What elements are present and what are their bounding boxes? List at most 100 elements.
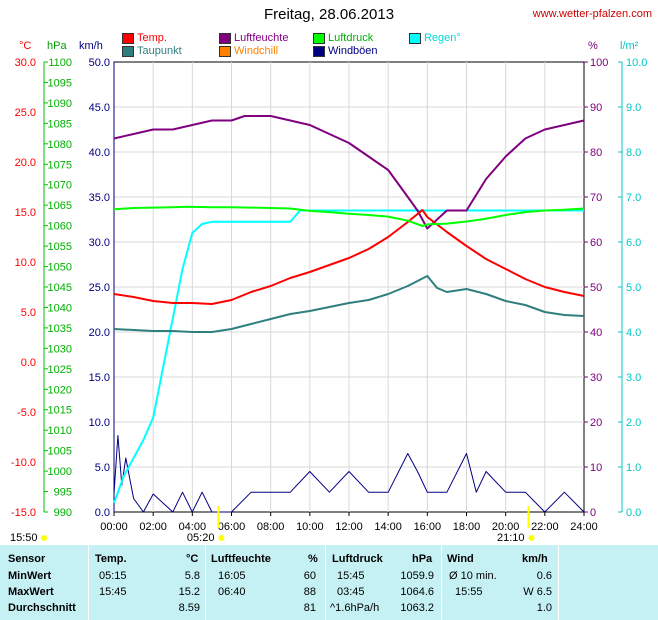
temp-tick-label: 30.0 bbox=[15, 57, 36, 69]
time-tick-label: 08:00 bbox=[257, 521, 285, 533]
col-divider bbox=[205, 545, 206, 620]
rain-tick-label: 1.0 bbox=[626, 462, 641, 474]
cell-humidity-time: 06:40 bbox=[218, 586, 246, 598]
legend-swatch bbox=[313, 32, 325, 44]
legend-temp: Temp. bbox=[122, 32, 167, 44]
legend-swatch bbox=[122, 32, 134, 44]
rain-tick-label: 6.0 bbox=[626, 237, 641, 249]
chart: 30.0 25.0 20.0 15.0 10.0 5.0 0.0 -5.0 -10.0 -15.0… bbox=[10, 57, 647, 544]
rain-tick-label: 0.0 bbox=[626, 507, 641, 519]
th-temp: Temp. bbox=[95, 553, 127, 565]
kmh-tick-label: 25.0 bbox=[89, 282, 110, 294]
rain-tick-label: 7.0 bbox=[626, 192, 641, 204]
temp-tick-label: 0.0 bbox=[21, 357, 36, 369]
time-tick-label: 00:00 bbox=[100, 521, 128, 533]
chart-title: Freitag, 28.06.2013 bbox=[263, 6, 395, 23]
hpa-tick-label: 1050 bbox=[48, 262, 72, 274]
hpa-tick-label: 1000 bbox=[48, 466, 72, 478]
time-tick-label: 14:00 bbox=[374, 521, 402, 533]
legend-label: Windchill bbox=[234, 45, 279, 57]
temp-tick-label: -5.0 bbox=[17, 407, 36, 419]
kmh-tick-label: 0.0 bbox=[95, 507, 110, 519]
temp-tick-label: -10.0 bbox=[11, 457, 36, 469]
pct-tick-label: 40 bbox=[590, 327, 602, 339]
cell-temp-time: 15:45 bbox=[99, 586, 127, 598]
time-tick-label: 22:00 bbox=[531, 521, 559, 533]
kmh-tick-label: 5.0 bbox=[95, 462, 110, 474]
rain-tick-label: 2.0 bbox=[626, 417, 641, 429]
pct-tick-label: 60 bbox=[590, 237, 602, 249]
legend-swatch bbox=[219, 32, 231, 44]
hpa-tick-label: 1045 bbox=[48, 282, 72, 294]
row-label: MaxWert bbox=[8, 586, 54, 598]
cell-humidity-value: 81 bbox=[303, 602, 316, 614]
sun-icon bbox=[218, 535, 225, 541]
legend-rain: Regen° bbox=[409, 32, 461, 44]
legend-dewpoint: Taupunkt bbox=[122, 45, 182, 57]
th-wind-unit: km/h bbox=[522, 553, 548, 565]
site-link[interactable]: www.wetter-pfalzen.com bbox=[532, 8, 652, 20]
cell-humidity-value: 60 bbox=[303, 570, 316, 582]
unit-pct: % bbox=[588, 40, 598, 52]
legend-label: Luftfeuchte bbox=[234, 32, 289, 44]
cell-humidity-value: 88 bbox=[303, 586, 316, 598]
series-line-luftdruck bbox=[113, 205, 585, 227]
pct-tick-label: 100 bbox=[590, 57, 608, 69]
kmh-tick-label: 50.0 bbox=[89, 57, 110, 69]
time-tick-label: 04:00 bbox=[179, 521, 207, 533]
hpa-tick-label: 1065 bbox=[48, 200, 72, 212]
cell-wind-value: 1.0 bbox=[536, 602, 552, 614]
hpa-tick-label: 995 bbox=[54, 487, 72, 499]
cell-pressure-value: 1064.6 bbox=[400, 586, 434, 598]
hpa-tick-label: 1060 bbox=[48, 221, 72, 233]
cell-pressure-time: 15:45 bbox=[337, 570, 365, 582]
col-divider bbox=[88, 545, 89, 620]
rain-tick-label: 5.0 bbox=[626, 282, 641, 294]
hpa-tick-label: 1025 bbox=[48, 364, 72, 376]
pct-tick-label: 20 bbox=[590, 417, 602, 429]
kmh-tick-label: 30.0 bbox=[89, 237, 110, 249]
legend-gusts: Windböen bbox=[313, 45, 378, 57]
hpa-tick-label: 1080 bbox=[48, 139, 72, 151]
sunrise-label: 05:20 bbox=[187, 532, 215, 544]
pct-tick-label: 80 bbox=[590, 147, 602, 159]
th-pressure: Luftdruck bbox=[332, 553, 383, 565]
hpa-tick-label: 1095 bbox=[48, 77, 72, 89]
cell-wind-value: 0.6 bbox=[536, 570, 552, 582]
hpa-tick-label: 1040 bbox=[48, 302, 72, 314]
temp-tick-label: -15.0 bbox=[11, 507, 36, 519]
series-line-luftfeuchte bbox=[113, 115, 585, 230]
temp-tick-label: 25.0 bbox=[15, 107, 36, 119]
pct-tick-label: 0 bbox=[590, 507, 596, 519]
legend-humidity: Luftfeuchte bbox=[219, 32, 288, 44]
hpa-tick-label: 1085 bbox=[48, 118, 72, 130]
rain-tick-label: 9.0 bbox=[626, 102, 641, 114]
cell-temp-time: 05:15 bbox=[99, 570, 127, 582]
rain-tick-label: 8.0 bbox=[626, 147, 641, 159]
kmh-tick-label: 45.0 bbox=[89, 102, 110, 114]
kmh-tick-label: 10.0 bbox=[89, 417, 110, 429]
hpa-tick-label: 1055 bbox=[48, 241, 72, 253]
hpa-tick-label: 1010 bbox=[48, 425, 72, 437]
time-axis: 00:00 02:00 04:00 06:00 08:00 10:00 12:00 14:00… bbox=[100, 512, 598, 533]
hpa-tick-label: 1005 bbox=[48, 446, 72, 458]
th-pressure-unit: hPa bbox=[412, 553, 433, 565]
time-tick-label: 02:00 bbox=[139, 521, 167, 533]
kmh-tick-label: 20.0 bbox=[89, 327, 110, 339]
legend-swatch bbox=[409, 32, 421, 44]
legend-windchill: Windchill bbox=[219, 45, 278, 57]
rain-tick-label: 4.0 bbox=[626, 327, 641, 339]
legend-swatch bbox=[219, 45, 231, 57]
kmh-tick-label: 15.0 bbox=[89, 372, 110, 384]
sunset-label: 21:10 bbox=[497, 532, 525, 544]
hpa-tick-label: 1030 bbox=[48, 343, 72, 355]
time-tick-label: 10:00 bbox=[296, 521, 324, 533]
row-label: MinWert bbox=[8, 570, 52, 582]
rain-tick-label: 10.0 bbox=[626, 57, 647, 69]
temp-tick-label: 20.0 bbox=[15, 157, 36, 169]
legend-label: Temp. bbox=[137, 32, 167, 44]
cell-pressure-value: 1059.9 bbox=[400, 570, 434, 582]
pct-tick-label: 50 bbox=[590, 282, 602, 294]
time-tick-label: 24:00 bbox=[570, 521, 598, 533]
cell-humidity-time: 16:05 bbox=[218, 570, 246, 582]
